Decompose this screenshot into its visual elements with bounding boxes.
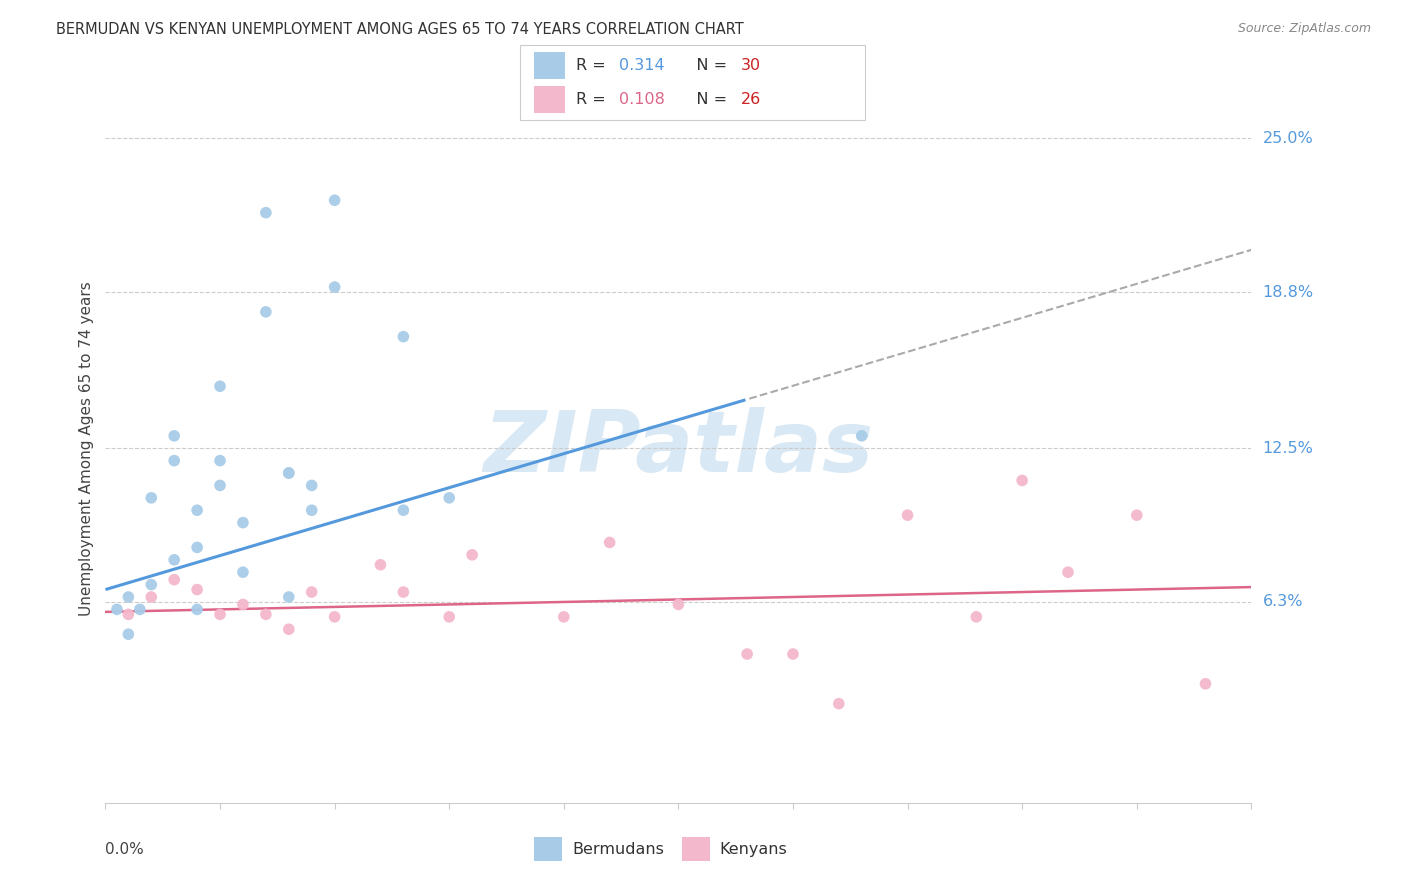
Point bbox=[1011, 474, 1033, 488]
Point bbox=[1057, 565, 1080, 579]
Point bbox=[186, 503, 208, 517]
Point bbox=[232, 565, 254, 579]
Text: 12.5%: 12.5% bbox=[1263, 441, 1313, 456]
Text: BERMUDAN VS KENYAN UNEMPLOYMENT AMONG AGES 65 TO 74 YEARS CORRELATION CHART: BERMUDAN VS KENYAN UNEMPLOYMENT AMONG AG… bbox=[56, 22, 744, 37]
Point bbox=[254, 205, 277, 219]
Point bbox=[117, 607, 139, 622]
Point bbox=[277, 466, 299, 480]
Point bbox=[323, 194, 346, 208]
Point bbox=[370, 558, 392, 572]
Text: ZIPatlas: ZIPatlas bbox=[484, 407, 873, 490]
Point bbox=[666, 598, 689, 612]
Point bbox=[208, 379, 231, 393]
Point bbox=[117, 627, 139, 641]
Point bbox=[141, 491, 163, 505]
Point bbox=[851, 429, 873, 443]
Point bbox=[392, 503, 415, 517]
Point bbox=[828, 697, 851, 711]
Text: 0.314: 0.314 bbox=[619, 58, 664, 73]
Point bbox=[965, 610, 987, 624]
Point bbox=[141, 577, 163, 591]
Point bbox=[163, 573, 186, 587]
Point bbox=[141, 590, 163, 604]
Text: 18.8%: 18.8% bbox=[1263, 285, 1313, 300]
Text: Source: ZipAtlas.com: Source: ZipAtlas.com bbox=[1237, 22, 1371, 36]
Point bbox=[254, 305, 277, 319]
Point bbox=[553, 610, 575, 624]
Text: N =: N = bbox=[681, 58, 731, 73]
Point bbox=[232, 598, 254, 612]
Point bbox=[208, 453, 231, 467]
Point bbox=[277, 466, 299, 480]
Point bbox=[163, 553, 186, 567]
Text: 6.3%: 6.3% bbox=[1263, 594, 1303, 609]
Point bbox=[301, 503, 323, 517]
Text: R =: R = bbox=[576, 92, 612, 107]
Point bbox=[1125, 508, 1147, 523]
Point bbox=[232, 516, 254, 530]
Point bbox=[163, 429, 186, 443]
Point bbox=[599, 535, 621, 549]
Point bbox=[897, 508, 920, 523]
Text: 0.0%: 0.0% bbox=[105, 842, 145, 857]
Point bbox=[1194, 677, 1216, 691]
Point bbox=[301, 478, 323, 492]
Point bbox=[186, 602, 208, 616]
Point bbox=[392, 585, 415, 599]
Point bbox=[277, 590, 299, 604]
Point bbox=[392, 329, 415, 343]
Text: 30: 30 bbox=[741, 58, 761, 73]
Point bbox=[208, 607, 231, 622]
Text: Kenyans: Kenyans bbox=[720, 842, 787, 856]
Point bbox=[208, 478, 231, 492]
Point bbox=[186, 541, 208, 555]
Point bbox=[323, 610, 346, 624]
Point bbox=[735, 647, 758, 661]
Point bbox=[437, 610, 460, 624]
Point bbox=[128, 602, 150, 616]
Point bbox=[163, 453, 186, 467]
Point bbox=[277, 622, 299, 636]
Point bbox=[254, 607, 277, 622]
Text: Bermudans: Bermudans bbox=[572, 842, 664, 856]
Point bbox=[117, 590, 139, 604]
Point bbox=[323, 280, 346, 294]
Text: 25.0%: 25.0% bbox=[1263, 131, 1313, 145]
Text: 26: 26 bbox=[741, 92, 761, 107]
Text: 0.108: 0.108 bbox=[619, 92, 665, 107]
Text: R =: R = bbox=[576, 58, 612, 73]
Point bbox=[301, 585, 323, 599]
Text: N =: N = bbox=[681, 92, 731, 107]
Point bbox=[461, 548, 484, 562]
Point bbox=[437, 491, 460, 505]
Point bbox=[105, 602, 128, 616]
Point bbox=[186, 582, 208, 597]
Y-axis label: Unemployment Among Ages 65 to 74 years: Unemployment Among Ages 65 to 74 years bbox=[79, 281, 94, 615]
Point bbox=[782, 647, 804, 661]
